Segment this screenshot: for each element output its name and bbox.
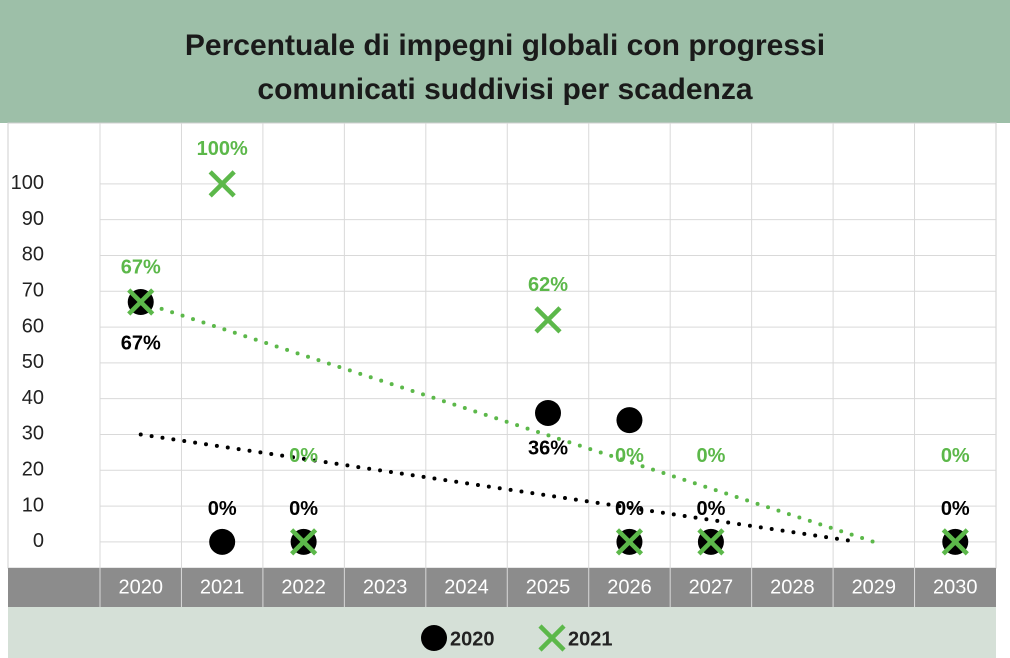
y-tick-label: 100 bbox=[11, 172, 44, 194]
point bbox=[208, 170, 236, 198]
point-cross bbox=[697, 528, 725, 556]
point bbox=[538, 624, 566, 652]
point-cross bbox=[208, 170, 236, 198]
legend-band bbox=[8, 607, 996, 658]
y-tick-label: 10 bbox=[22, 494, 44, 516]
x-tick-label: 2021 bbox=[200, 576, 245, 598]
point bbox=[290, 528, 318, 556]
data-label: 67% bbox=[121, 332, 161, 354]
data-label: 0% bbox=[941, 498, 970, 520]
data-label: 0% bbox=[289, 445, 318, 467]
x-tick-label: 2025 bbox=[526, 576, 571, 598]
y-tick-label: 60 bbox=[22, 315, 44, 337]
data-label: 36% bbox=[528, 437, 568, 459]
point bbox=[535, 399, 561, 426]
y-tick-label: 80 bbox=[22, 244, 44, 266]
point-cross bbox=[538, 624, 566, 652]
x-tick-label: 2027 bbox=[689, 576, 734, 598]
x-tick-label: 2023 bbox=[363, 576, 408, 598]
data-label: 0% bbox=[208, 498, 237, 520]
trend-line bbox=[138, 300, 876, 544]
data-label: 100% bbox=[197, 138, 248, 160]
y-tick-label: 50 bbox=[22, 351, 44, 373]
point bbox=[616, 407, 643, 434]
point-cross bbox=[290, 528, 318, 556]
data-label: 67% bbox=[121, 256, 161, 278]
point bbox=[697, 528, 725, 556]
y-tick-label: 70 bbox=[22, 280, 44, 302]
data-label: 62% bbox=[528, 274, 568, 296]
chart-title: Percentuale di impegni globali con progr… bbox=[185, 29, 825, 106]
title-band bbox=[0, 0, 1010, 123]
x-tick-label: 2029 bbox=[852, 576, 897, 598]
data-label: 0% bbox=[696, 445, 725, 467]
y-tick-label: 40 bbox=[22, 387, 44, 409]
x-tick-label: 2026 bbox=[607, 576, 652, 598]
x-tick-label: 2020 bbox=[118, 576, 163, 598]
x-axis-band bbox=[8, 568, 996, 607]
trend-line bbox=[138, 432, 860, 544]
data-label: 0% bbox=[615, 445, 644, 467]
data-label: 0% bbox=[289, 498, 318, 520]
point bbox=[615, 528, 644, 556]
x-tick-label: 2024 bbox=[444, 576, 489, 598]
point bbox=[421, 625, 447, 651]
x-tick-label: 2028 bbox=[770, 576, 815, 598]
point bbox=[127, 288, 155, 316]
data-label: 0% bbox=[941, 445, 970, 467]
y-tick-label: 30 bbox=[22, 423, 44, 445]
point bbox=[534, 306, 562, 334]
legend-label: 2020 bbox=[450, 628, 495, 650]
legend-label: 2021 bbox=[568, 628, 613, 650]
plot-area bbox=[7, 122, 997, 569]
y-tick-label: 90 bbox=[22, 208, 44, 230]
y-tick-label: 20 bbox=[22, 459, 44, 481]
point-cross bbox=[941, 528, 969, 556]
point bbox=[941, 528, 969, 556]
x-tick-label: 2030 bbox=[933, 576, 978, 598]
point bbox=[209, 528, 236, 555]
data-label: 0% bbox=[615, 498, 644, 520]
point-cross bbox=[127, 288, 155, 316]
y-tick-label: 0 bbox=[33, 530, 44, 552]
data-label: 0% bbox=[696, 498, 725, 520]
point-cross bbox=[534, 306, 562, 334]
point-cross bbox=[615, 528, 644, 556]
x-tick-label: 2022 bbox=[281, 576, 326, 598]
